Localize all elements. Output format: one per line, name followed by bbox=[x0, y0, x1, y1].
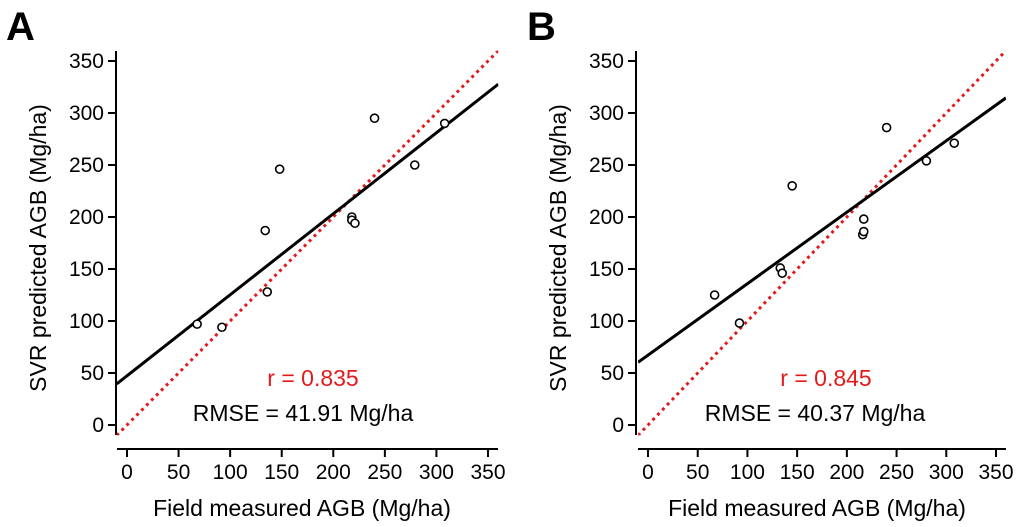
y-tick-label: 50 bbox=[81, 362, 104, 385]
x-tick-label: 0 bbox=[121, 461, 133, 484]
y-tick-label: 350 bbox=[69, 50, 104, 73]
data-point bbox=[409, 160, 420, 170]
r-value-label: r = 0.845 bbox=[780, 365, 871, 391]
x-tick-label: 200 bbox=[316, 461, 351, 484]
regression-line bbox=[638, 96, 1006, 364]
y-tick-label: 100 bbox=[69, 310, 104, 333]
data-point bbox=[217, 322, 227, 333]
y-tick-label: 100 bbox=[589, 310, 624, 333]
data-point bbox=[350, 218, 360, 229]
x-axis-title: Field measured AGB (Mg/ha) bbox=[668, 495, 966, 521]
y-axis-title: SVR predicted AGB (Mg/ha) bbox=[545, 104, 571, 392]
x-tick-label: 0 bbox=[642, 461, 654, 484]
x-tick-label: 50 bbox=[167, 461, 190, 484]
data-point bbox=[921, 156, 932, 166]
regression-line bbox=[116, 82, 499, 386]
data-point bbox=[734, 318, 745, 328]
data-point bbox=[262, 287, 273, 297]
data-point bbox=[858, 226, 869, 237]
y-axis-title: SVR predicted AGB (Mg/ha) bbox=[25, 104, 51, 392]
y-tick-label: 250 bbox=[589, 154, 624, 177]
panel-letter: B bbox=[527, 5, 556, 49]
data-point bbox=[709, 290, 720, 300]
x-tick-label: 350 bbox=[978, 461, 1013, 484]
panel-b: B 0 50 100 150 200 250 300 350 0 50 100 150 200 250 300… bbox=[527, 5, 1014, 521]
x-tick-label: 100 bbox=[213, 461, 248, 484]
rmse-label: RMSE = 41.91 Mg/ha bbox=[193, 400, 414, 426]
data-point bbox=[274, 164, 285, 174]
rmse-label: RMSE = 40.37 Mg/ha bbox=[705, 400, 926, 426]
x-tick-label: 350 bbox=[470, 461, 505, 484]
y-tick-label: 250 bbox=[69, 154, 104, 177]
x-tick-label: 150 bbox=[264, 461, 299, 484]
one-to-one-line bbox=[638, 50, 1006, 436]
y-tick-label: 350 bbox=[589, 50, 624, 73]
x-tick-label: 50 bbox=[686, 461, 709, 484]
data-point bbox=[949, 138, 960, 148]
data-point bbox=[858, 214, 869, 224]
y-tick-label: 150 bbox=[69, 258, 104, 281]
x-tick-label: 250 bbox=[367, 461, 402, 484]
r-value-label: r = 0.835 bbox=[267, 365, 358, 391]
y-tick-label: 0 bbox=[92, 414, 104, 437]
y-tick-label: 200 bbox=[589, 206, 624, 229]
y-tick-label: 300 bbox=[589, 102, 624, 125]
panel-letter: A bbox=[6, 5, 35, 49]
data-point bbox=[787, 181, 797, 191]
x-tick-label: 150 bbox=[780, 461, 815, 484]
y-tick-label: 200 bbox=[69, 206, 104, 229]
y-tick-label: 300 bbox=[69, 102, 104, 125]
x-tick-label: 250 bbox=[879, 461, 914, 484]
x-tick-label: 100 bbox=[730, 461, 765, 484]
data-point bbox=[439, 118, 450, 129]
y-tick-label: 0 bbox=[612, 414, 624, 437]
y-tick-label: 50 bbox=[601, 362, 624, 385]
panel-a: A 0 50 100 150 200 250 300 350 0 50 100 150 200 250 300… bbox=[6, 5, 506, 521]
x-tick-label: 200 bbox=[829, 461, 864, 484]
data-point bbox=[369, 113, 380, 123]
data-point bbox=[881, 122, 892, 133]
data-point bbox=[192, 319, 202, 329]
data-point bbox=[260, 225, 271, 236]
x-tick-label: 300 bbox=[929, 461, 964, 484]
x-axis-title: Field measured AGB (Mg/ha) bbox=[153, 495, 451, 521]
x-tick-label: 300 bbox=[419, 461, 454, 484]
y-tick-label: 150 bbox=[589, 258, 624, 281]
data-point bbox=[777, 268, 788, 278]
